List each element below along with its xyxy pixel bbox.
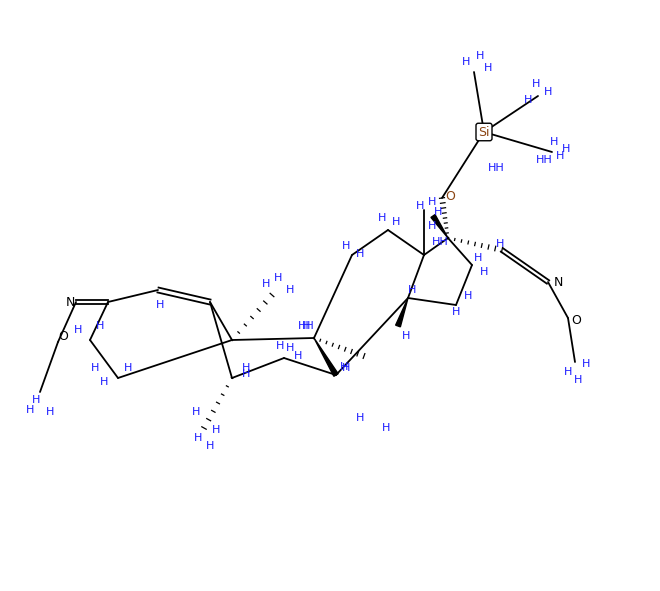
Text: H: H xyxy=(556,151,564,161)
Text: H: H xyxy=(582,359,590,369)
Text: H: H xyxy=(276,341,284,351)
Text: H: H xyxy=(286,343,294,353)
Text: H: H xyxy=(262,279,270,289)
Text: H: H xyxy=(124,363,132,373)
Text: H: H xyxy=(356,413,364,423)
Text: H: H xyxy=(524,95,532,105)
Polygon shape xyxy=(431,215,448,238)
Text: H: H xyxy=(462,57,470,67)
Text: HH: HH xyxy=(536,155,552,165)
Text: H: H xyxy=(480,267,488,277)
Text: H: H xyxy=(100,377,108,387)
Text: H: H xyxy=(242,369,250,379)
Text: H: H xyxy=(356,249,364,259)
Text: H: H xyxy=(274,273,282,283)
Text: H: H xyxy=(91,363,99,373)
Text: H: H xyxy=(402,331,410,341)
Text: H: H xyxy=(550,137,558,147)
Text: H: H xyxy=(474,253,482,263)
Text: H: H xyxy=(156,300,164,310)
Text: H: H xyxy=(464,291,472,301)
Text: H: H xyxy=(342,241,350,251)
Text: H: H xyxy=(378,213,386,223)
Text: H: H xyxy=(544,87,552,97)
Text: H: H xyxy=(562,144,570,154)
Text: H: H xyxy=(32,395,40,405)
Text: H: H xyxy=(564,367,572,377)
Text: H: H xyxy=(484,63,492,73)
Polygon shape xyxy=(395,298,408,327)
Text: O: O xyxy=(58,330,68,343)
Text: H: H xyxy=(46,407,54,417)
Text: O: O xyxy=(571,313,581,326)
Text: H: H xyxy=(192,407,200,417)
Text: H: H xyxy=(428,221,436,231)
Text: N: N xyxy=(553,275,563,288)
Text: O: O xyxy=(445,190,455,203)
Text: H: H xyxy=(428,197,436,207)
Text: H: H xyxy=(302,321,310,331)
Text: H: H xyxy=(382,423,390,433)
Text: H: H xyxy=(212,425,220,435)
Text: H: H xyxy=(476,51,484,61)
Text: H: H xyxy=(416,201,424,211)
Text: H: H xyxy=(532,79,540,89)
Text: H: H xyxy=(194,433,202,443)
Text: N: N xyxy=(65,296,75,309)
Text: H: H xyxy=(434,207,442,217)
Text: H: H xyxy=(242,363,250,373)
Text: H: H xyxy=(340,362,348,372)
Text: HH: HH xyxy=(432,237,448,247)
Text: H: H xyxy=(294,351,302,361)
Text: HH: HH xyxy=(488,163,504,173)
Text: H: H xyxy=(452,307,460,317)
Text: HH: HH xyxy=(298,321,314,331)
Text: H: H xyxy=(496,239,504,249)
Text: H: H xyxy=(26,405,34,415)
Text: H: H xyxy=(392,217,400,227)
Text: H: H xyxy=(74,325,82,335)
Text: H: H xyxy=(574,375,582,385)
Polygon shape xyxy=(314,338,338,376)
Text: H: H xyxy=(286,285,294,295)
Text: H: H xyxy=(96,321,104,331)
Text: H: H xyxy=(342,363,350,373)
Text: H: H xyxy=(206,441,214,451)
Text: H: H xyxy=(408,285,416,295)
Text: Si: Si xyxy=(478,125,490,138)
